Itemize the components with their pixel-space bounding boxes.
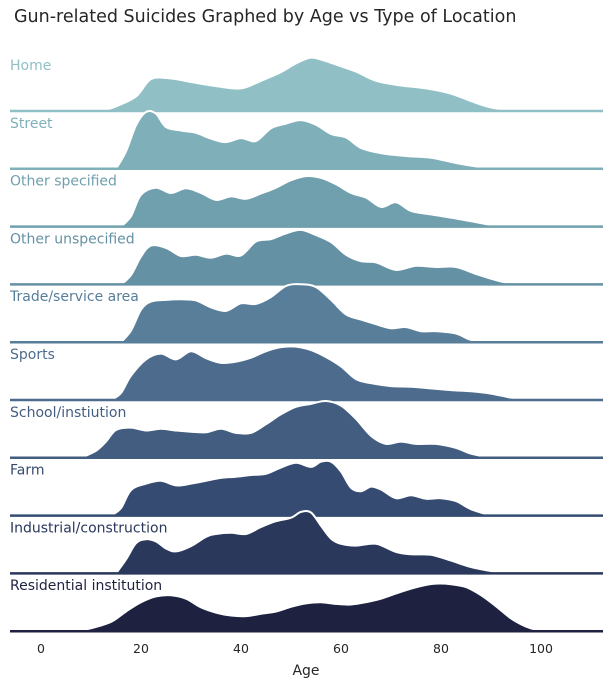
ridge-label: Farm (10, 463, 45, 479)
density-outline (120, 283, 492, 344)
ridge-label: School/instiution (10, 405, 126, 421)
density-area (116, 510, 506, 574)
density-area (116, 110, 501, 169)
ridge-trade-service-area: Trade/service area (9, 283, 603, 344)
density-area (121, 284, 491, 343)
ridge-label: Home (10, 58, 51, 74)
density-outline (115, 510, 507, 575)
ridge-label: Trade/service area (9, 289, 139, 305)
x-tick-label: 20 (133, 641, 149, 656)
ridge-farm: Farm (10, 459, 603, 517)
density-outline (120, 175, 502, 228)
ridge-sports: Sports (10, 345, 603, 402)
density-outline (80, 399, 492, 459)
x-axis-label: Age (292, 663, 319, 679)
ridge-label: Other specified (10, 174, 117, 190)
density-area (76, 583, 541, 632)
ridge-home: Home (10, 56, 603, 113)
x-tick-label: 100 (529, 641, 553, 656)
ridge-label: Street (10, 116, 53, 132)
density-area (111, 346, 526, 400)
ridge-label: Other unspecified (10, 231, 135, 247)
ridge-label: Sports (10, 347, 55, 363)
density-outline (110, 345, 527, 401)
ridge-other-unspecified: Other unspecified (10, 228, 603, 286)
density-area (121, 176, 501, 227)
ridge-label: Residential institution (10, 578, 162, 594)
density-outline (100, 56, 517, 112)
ridge-residential-institution: Residential institution (10, 578, 603, 633)
density-outline (115, 110, 502, 170)
x-tick-label: 60 (333, 641, 349, 656)
ridge-street: Street (10, 110, 603, 171)
density-area (121, 229, 521, 285)
density-outline (120, 228, 522, 286)
x-axis: 0 20 40 60 80 100 (37, 641, 553, 656)
x-tick-label: 0 (37, 641, 45, 656)
x-tick-label: 40 (233, 641, 249, 656)
density-outline (110, 459, 492, 517)
ridge-school-instiution: School/instiution (10, 399, 603, 460)
density-area (111, 460, 491, 516)
density-area (81, 400, 491, 458)
ridge-industrial-construction: Industrial/construction (10, 510, 603, 575)
ridge-other-specified: Other specified (10, 174, 603, 228)
ridges: Home Street Other specified Other unspecifi… (9, 56, 603, 633)
x-tick-label: 80 (433, 641, 449, 656)
density-area (101, 57, 516, 111)
density-outline (75, 582, 542, 633)
ridge-label: Industrial/construction (10, 520, 167, 536)
chart-title: Gun-related Suicides Graphed by Age vs T… (14, 7, 517, 27)
